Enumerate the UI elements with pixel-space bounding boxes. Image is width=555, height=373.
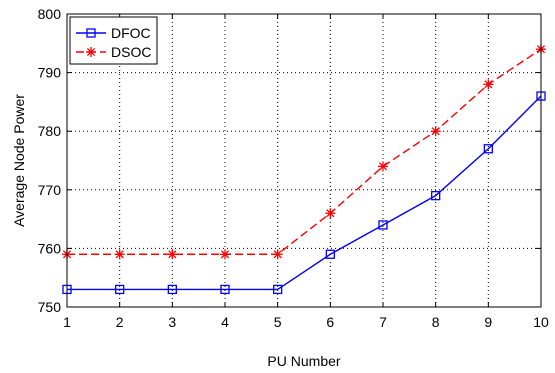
data-point bbox=[272, 249, 283, 260]
series-line bbox=[67, 48, 542, 255]
legend-label: DFOC bbox=[111, 25, 151, 41]
legend: DFOC DSOC bbox=[69, 16, 158, 65]
legend-marker bbox=[86, 28, 96, 38]
x-tick-label: 10 bbox=[533, 314, 549, 330]
data-point bbox=[483, 144, 493, 154]
y-tick-label: 780 bbox=[38, 123, 62, 139]
data-point bbox=[273, 284, 283, 295]
series-dsoc bbox=[62, 44, 546, 260]
data-point bbox=[167, 284, 177, 295]
x-tick-label: 5 bbox=[274, 314, 282, 330]
data-point bbox=[431, 191, 441, 201]
series-layer bbox=[62, 44, 546, 295]
data-point bbox=[220, 284, 230, 295]
x-tick-label: 7 bbox=[379, 314, 387, 330]
data-point bbox=[483, 79, 494, 90]
asterisk-stroke bbox=[86, 47, 96, 57]
x-tick-label: 3 bbox=[168, 314, 176, 330]
asterisk-stroke bbox=[378, 162, 388, 171]
data-point bbox=[115, 284, 125, 295]
y-axis-label: Average Node Power bbox=[11, 94, 27, 227]
x-tick-label: 1 bbox=[63, 314, 71, 330]
data-point bbox=[378, 220, 388, 230]
data-point bbox=[167, 249, 178, 260]
x-tick-label: 9 bbox=[484, 314, 492, 330]
series-line bbox=[67, 95, 542, 291]
asterisk-stroke bbox=[484, 80, 493, 89]
asterisk-stroke bbox=[431, 127, 440, 136]
y-tick-label: 750 bbox=[38, 299, 62, 315]
legend-label: DSOC bbox=[111, 44, 151, 60]
y-tick-label: 790 bbox=[38, 65, 62, 81]
plot-area-frame bbox=[66, 13, 542, 308]
legend-marker bbox=[86, 47, 96, 57]
legend-item-dfoc: DFOC bbox=[76, 25, 151, 41]
asterisk-stroke bbox=[220, 250, 230, 259]
x-tick-label: 6 bbox=[326, 314, 334, 330]
x-tick-label: 2 bbox=[116, 314, 124, 330]
axis-ticks: 1 2 3 4 5 6 7 8 9 10 750 760 770 780 790 800 bbox=[38, 6, 549, 330]
asterisk-stroke bbox=[168, 250, 177, 259]
data-point bbox=[325, 249, 335, 259]
legend-item-dsoc: DSOC bbox=[76, 44, 151, 60]
asterisk-stroke bbox=[115, 250, 124, 259]
x-tick-label: 8 bbox=[432, 314, 440, 330]
x-axis-label: PU Number bbox=[267, 353, 340, 369]
series-dfoc bbox=[62, 91, 546, 295]
data-point bbox=[378, 161, 388, 172]
y-tick-label: 760 bbox=[38, 240, 62, 256]
data-point bbox=[114, 249, 125, 260]
data-point bbox=[220, 249, 230, 260]
y-tick-label: 800 bbox=[38, 6, 62, 22]
legend-box bbox=[69, 16, 158, 65]
x-tick-label: 4 bbox=[221, 314, 229, 330]
data-point bbox=[325, 208, 336, 219]
asterisk-stroke bbox=[326, 209, 335, 218]
y-tick-label: 770 bbox=[38, 182, 62, 198]
asterisk-stroke bbox=[273, 250, 282, 259]
data-point bbox=[430, 126, 441, 137]
